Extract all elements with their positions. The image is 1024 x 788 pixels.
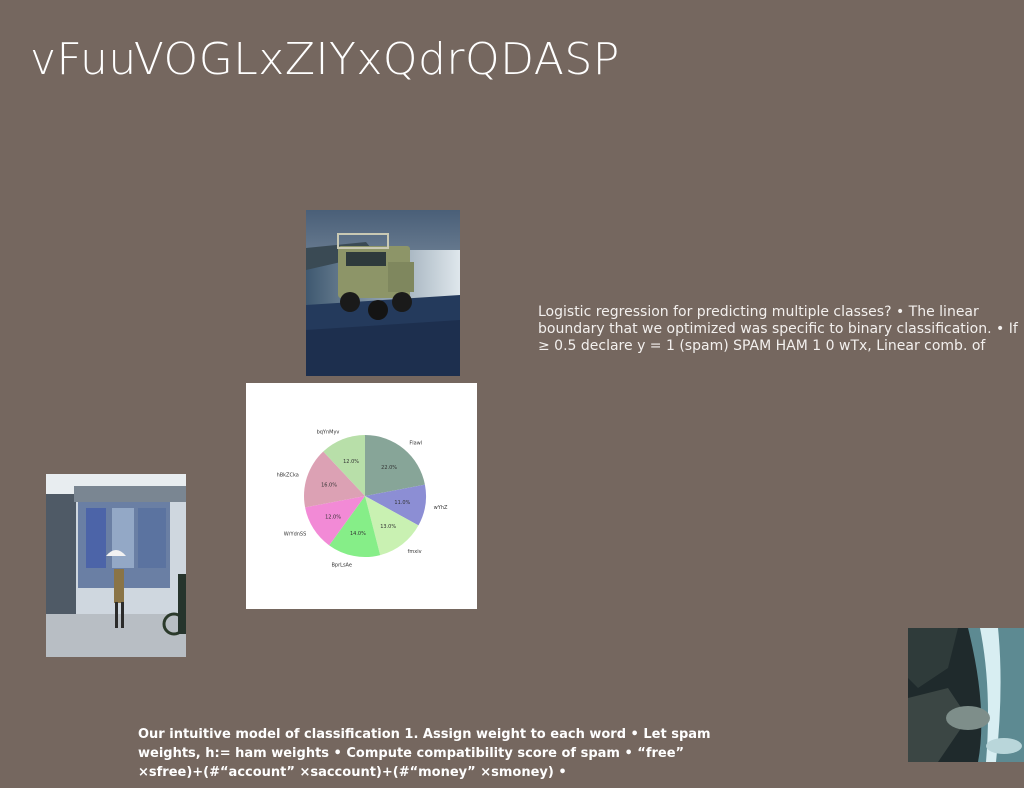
pie-category-label: bqYnMyv xyxy=(317,429,340,435)
pie-percent-label: 12.0% xyxy=(325,514,341,520)
pie-percent-label: 16.0% xyxy=(321,482,337,488)
slide-title: vFuuVOGLxZIYxQdrQDASP xyxy=(30,34,620,85)
bottom-text: Our intuitive model of classification 1.… xyxy=(138,727,711,780)
pie-category-label: hBkZCka xyxy=(277,473,299,479)
pie-slice-bqYnMyv xyxy=(323,435,365,496)
body-text: Logistic regression for predicting multi… xyxy=(538,304,1018,354)
pie-slice-Flawl xyxy=(365,435,425,496)
pie-percent-label: 13.0% xyxy=(380,524,396,530)
pie-category-label: WrYdnSS xyxy=(284,531,307,537)
pie-percent-label: 12.0% xyxy=(343,459,359,465)
street-photo xyxy=(46,474,186,657)
pie-chart-figure: 22.0% Flawl 11.0% wYhZ 13.0% fmxiv 14.0% BprLsA… xyxy=(246,383,477,609)
pie-slice-wYhZ xyxy=(365,484,426,526)
pie-slice-fmxiv xyxy=(365,496,419,556)
jeep-photo xyxy=(306,210,460,376)
pie-category-label: fmxiv xyxy=(408,549,422,555)
pie-slice-BprLsAe xyxy=(329,496,381,557)
pie-slice-WrYdnSS xyxy=(305,496,365,546)
pie-chart: 22.0% Flawl 11.0% wYhZ 13.0% fmxiv 14.0% BprLsA… xyxy=(277,429,448,568)
waterfall-photo xyxy=(908,628,1024,762)
pie-category-label: wYhZ xyxy=(434,505,448,511)
pie-category-label: Flawl xyxy=(409,440,422,446)
pie-percent-label: 11.0% xyxy=(394,500,410,506)
pie-percent-label: 14.0% xyxy=(350,531,366,537)
pie-category-label: BprLsAe xyxy=(332,562,352,568)
pie-slice-hBkZCka xyxy=(304,451,365,508)
pie-percent-label: 22.0% xyxy=(381,465,397,471)
